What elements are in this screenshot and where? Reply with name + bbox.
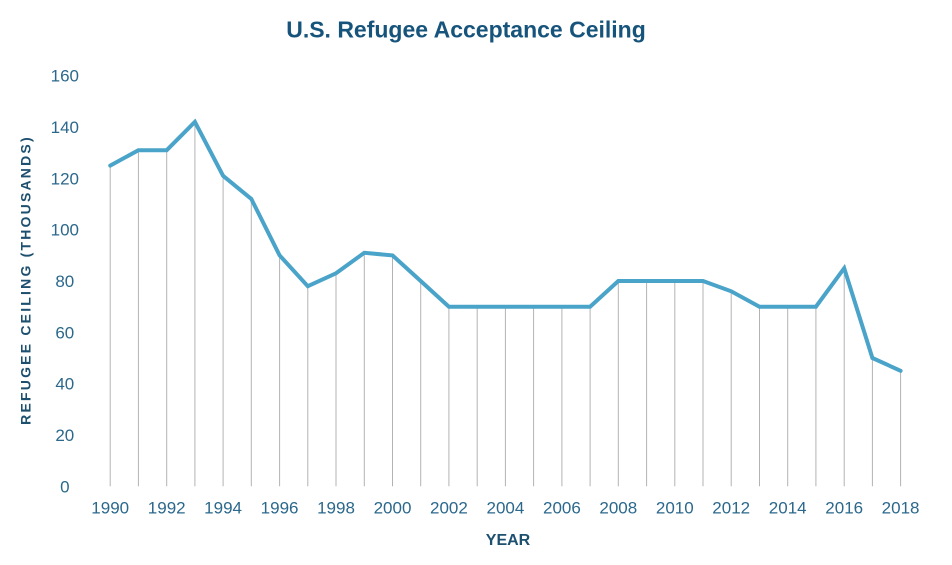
svg-text:2008: 2008 — [599, 499, 637, 518]
svg-text:2014: 2014 — [769, 499, 807, 518]
svg-text:2000: 2000 — [374, 499, 412, 518]
svg-text:2006: 2006 — [543, 499, 581, 518]
svg-text:1998: 1998 — [317, 499, 355, 518]
svg-text:20: 20 — [55, 426, 74, 445]
svg-text:U.S. Refugee Acceptance Ceilin: U.S. Refugee Acceptance Ceiling — [286, 16, 646, 42]
svg-text:60: 60 — [55, 323, 74, 342]
svg-text:2002: 2002 — [430, 499, 468, 518]
svg-text:0: 0 — [60, 477, 69, 496]
svg-text:2016: 2016 — [825, 499, 863, 518]
svg-text:1994: 1994 — [204, 499, 242, 518]
svg-text:140: 140 — [51, 118, 79, 137]
svg-text:1990: 1990 — [91, 499, 129, 518]
svg-text:2018: 2018 — [882, 499, 920, 518]
svg-text:80: 80 — [55, 272, 74, 291]
svg-text:40: 40 — [55, 375, 74, 394]
svg-text:2010: 2010 — [656, 499, 694, 518]
svg-text:1992: 1992 — [148, 499, 186, 518]
svg-text:1996: 1996 — [261, 499, 299, 518]
svg-text:2004: 2004 — [486, 499, 524, 518]
svg-text:160: 160 — [51, 67, 79, 86]
svg-text:120: 120 — [51, 169, 79, 188]
svg-text:REFUGEE CEILING (THOUSANDS): REFUGEE CEILING (THOUSANDS) — [18, 135, 34, 425]
svg-text:100: 100 — [51, 221, 79, 240]
svg-text:2012: 2012 — [712, 499, 750, 518]
svg-text:YEAR: YEAR — [486, 532, 531, 549]
